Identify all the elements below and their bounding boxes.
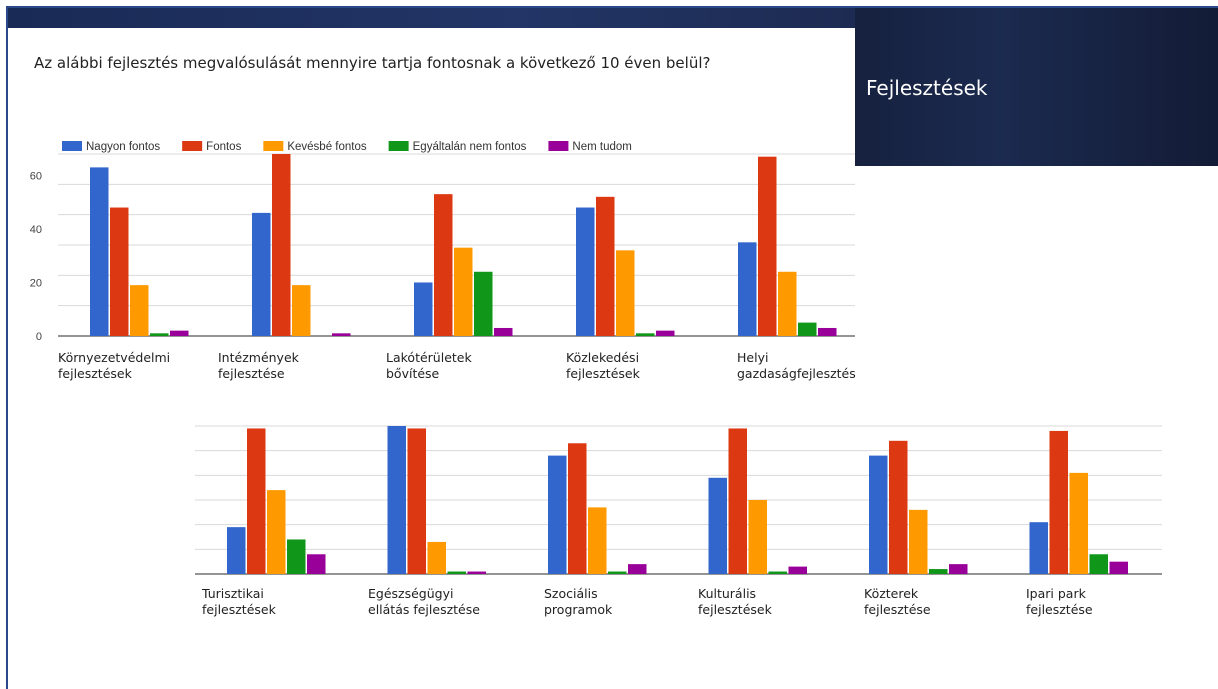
y-tick-label: 60	[30, 170, 42, 182]
bar	[447, 571, 466, 574]
category-label: programok	[544, 602, 613, 617]
bar	[869, 455, 888, 574]
category-label: Helyi	[737, 350, 768, 365]
bar	[608, 571, 627, 574]
bar	[407, 428, 426, 574]
legend-entry: Fontos	[206, 141, 241, 153]
bar	[287, 539, 306, 574]
y-tick-label: 40	[30, 224, 42, 236]
bar	[90, 167, 109, 336]
bar	[1029, 522, 1048, 574]
category-label: fejlesztések	[698, 602, 773, 617]
bar	[708, 477, 727, 574]
bar	[307, 554, 326, 574]
bar	[798, 322, 817, 336]
category-label: Turisztikai	[201, 586, 264, 601]
y-tick-label: 20	[30, 277, 42, 289]
legend-swatch	[182, 141, 203, 151]
bar	[110, 207, 129, 336]
bar	[387, 426, 406, 574]
category-label: fejlesztések	[566, 366, 641, 381]
bar	[588, 507, 607, 574]
bar	[150, 333, 169, 336]
category-label: fejlesztések	[202, 602, 277, 617]
category-label: Környezetvédelmi	[58, 350, 170, 365]
category-label: fejlesztése	[218, 366, 285, 381]
bar	[332, 333, 351, 336]
legend-entry: Kevésbé fontos	[287, 141, 367, 153]
bar	[628, 564, 647, 574]
title-banner	[855, 8, 1218, 166]
bar	[656, 330, 675, 336]
bar	[758, 156, 777, 336]
bar	[494, 327, 513, 336]
category-label: gazdaságfejlesztés	[737, 366, 856, 381]
category-label: Intézmények	[218, 350, 300, 365]
bar	[1089, 554, 1108, 574]
category-label: fejlesztése	[864, 602, 931, 617]
bar	[909, 509, 928, 574]
bar	[454, 247, 473, 336]
legend-swatch	[548, 141, 569, 151]
bar	[1109, 561, 1128, 574]
bar	[576, 207, 595, 336]
bar	[467, 571, 486, 574]
bar	[616, 250, 635, 336]
bar	[768, 571, 787, 574]
legend-entry: Nagyon fontos	[86, 141, 160, 153]
banner-strip	[8, 8, 855, 28]
category-label: Szociális	[544, 586, 598, 601]
category-label: fejlesztése	[1026, 602, 1093, 617]
bar	[227, 527, 246, 574]
bar	[130, 285, 149, 336]
bar	[1049, 430, 1068, 574]
bar	[889, 440, 908, 574]
bar	[267, 490, 286, 574]
category-label: Kulturális	[698, 586, 756, 601]
category-label: Közterek	[864, 586, 919, 601]
bar	[778, 271, 797, 336]
category-label: ellátás fejlesztése	[368, 602, 480, 617]
category-label: Közlekedési	[566, 350, 639, 365]
bar	[252, 212, 271, 336]
category-label: Egészségügyi	[368, 586, 453, 601]
legend-swatch	[388, 141, 409, 151]
bar	[949, 564, 968, 574]
bar	[474, 271, 493, 336]
category-label: fejlesztések	[58, 366, 133, 381]
bar	[434, 194, 453, 336]
category-label: Lakótérületek	[386, 350, 472, 365]
bar	[414, 282, 433, 336]
category-label: bővítése	[386, 366, 440, 381]
bar	[568, 443, 587, 574]
survey-question: Az alábbi fejlesztés megvalósulását menn…	[34, 54, 711, 72]
slide-frame	[6, 6, 1218, 689]
bar	[170, 330, 189, 336]
bar	[818, 327, 837, 336]
bar	[738, 242, 757, 336]
category-label: Ipari park	[1026, 586, 1087, 601]
bar	[247, 428, 266, 574]
bar	[929, 569, 948, 574]
bar	[636, 333, 655, 336]
bar	[596, 196, 615, 336]
bar	[748, 500, 767, 574]
bar	[292, 285, 311, 336]
bar	[272, 154, 291, 336]
legend-swatch	[62, 141, 82, 151]
bar	[728, 428, 747, 574]
bar	[788, 566, 807, 574]
legend-swatch	[263, 141, 284, 151]
legend-entry: Egyáltalán nem fontos	[413, 141, 527, 153]
bar	[1069, 472, 1088, 574]
bar	[548, 455, 567, 574]
legend-entry: Nem tudom	[572, 141, 631, 153]
y-tick-label: 0	[36, 331, 42, 343]
bar	[427, 541, 446, 574]
slide-title: Fejlesztések	[866, 76, 988, 100]
